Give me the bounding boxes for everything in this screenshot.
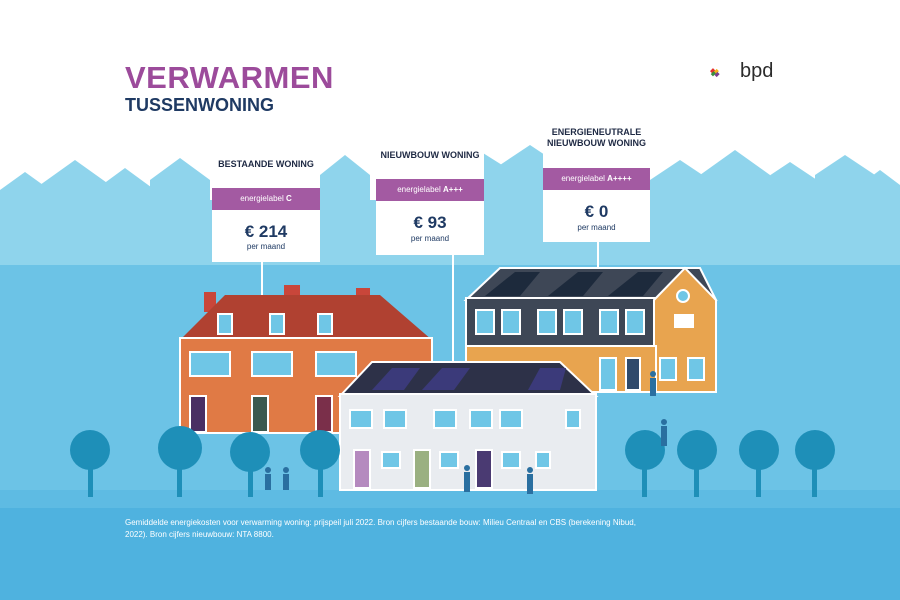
card-heading: NIEUWBOUW WONING [380, 150, 480, 160]
price-period: per maand [577, 223, 616, 232]
tree-icon [158, 426, 202, 497]
people [265, 371, 667, 494]
trees [70, 426, 835, 497]
page-subtitle: TUSSENWONING [125, 95, 275, 115]
grass-strip [0, 490, 900, 508]
tree-icon [625, 430, 665, 497]
person-icon [650, 371, 656, 396]
price-period: per maand [410, 234, 450, 243]
source-footnote: Gemiddelde energiekosten voor verwarming… [125, 518, 636, 539]
person-icon [464, 465, 470, 492]
price-period: per maand [246, 242, 286, 251]
card-existing: BESTAANDE WONING energielabel C € 214 pe… [212, 150, 320, 262]
price-value: € 214 [244, 222, 288, 241]
price-value: € 0 [584, 202, 609, 221]
tree-icon [677, 430, 717, 497]
tree-icon [300, 430, 340, 497]
card-heading: BESTAANDE WONING [218, 159, 314, 169]
logo-text: bpd [740, 60, 774, 82]
person-icon [265, 467, 271, 490]
tree-icon [739, 430, 779, 497]
tree-icon [230, 432, 270, 497]
tree-icon [70, 430, 110, 497]
tree-icon [795, 430, 835, 497]
bpd-logo-icon [710, 68, 720, 78]
card-energy-neutral: ENERGIENEUTRALE NIEUWBOUW WONING energie… [543, 120, 650, 242]
energy-label-badge: energielabel A+++ [376, 179, 484, 201]
energy-label-badge: energielabel A++++ [543, 168, 650, 190]
ground-band [0, 505, 900, 600]
price-value: € 93 [413, 213, 447, 232]
card-heading: ENERGIENEUTRALE NIEUWBOUW WONING [547, 127, 646, 148]
person-icon [661, 419, 667, 446]
person-icon [527, 467, 533, 494]
page-title: VERWARMEN [125, 60, 334, 95]
card-new-build: NIEUWBOUW WONING energielabel A+++ € 93 … [376, 141, 484, 255]
person-icon [283, 467, 289, 490]
energy-label-badge: energielabel C [212, 188, 320, 210]
